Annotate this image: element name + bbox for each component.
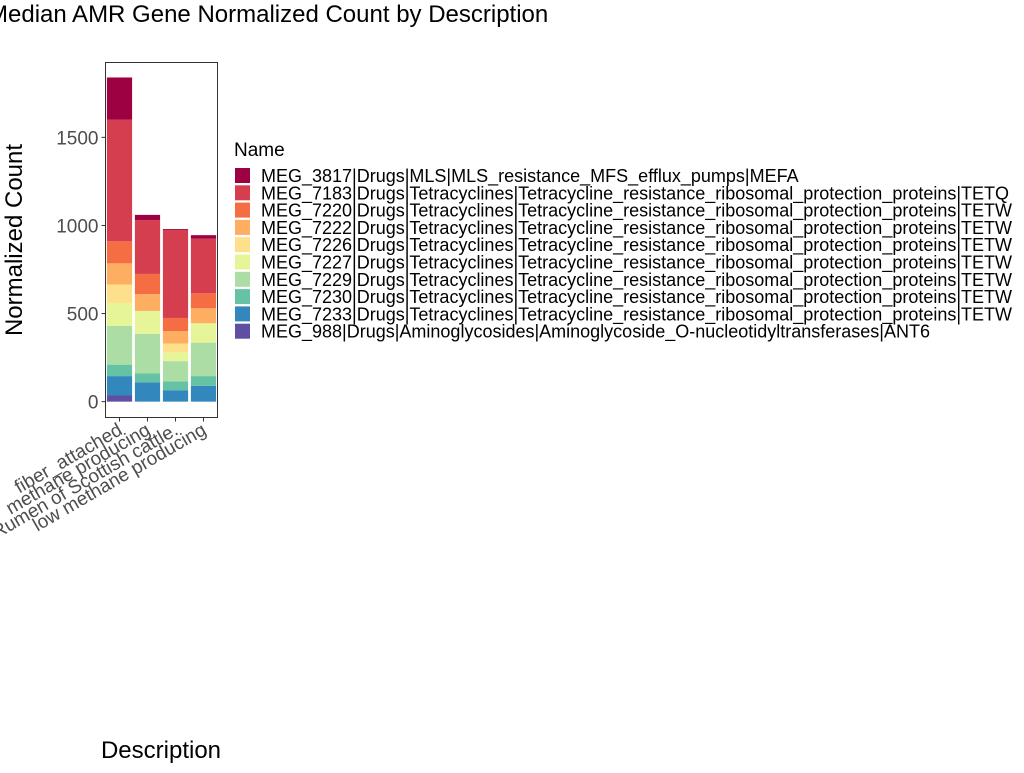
bar-segment-3-4 — [162, 361, 189, 382]
bar-segment-2-10 — [134, 214, 161, 221]
bar-segment-4-2 — [190, 385, 217, 402]
bar-segment-1-8 — [106, 241, 133, 264]
bar-segment-3-2 — [162, 390, 189, 402]
bar-segment-4-3 — [190, 376, 217, 386]
legend-swatch — [235, 254, 250, 270]
panel-border — [105, 62, 218, 418]
y-tick-label: 500 — [67, 305, 99, 326]
bar-segment-3-8 — [162, 317, 189, 332]
legend-label: MEG_7233|Drugs|Tetracyclines|Tetracyclin… — [261, 304, 1012, 325]
y-tick-label: 1000 — [56, 216, 98, 237]
bar-segment-1-4 — [106, 325, 133, 365]
legend-title: Name — [234, 140, 285, 161]
bar-segment-4-10 — [190, 235, 217, 239]
y-axis: 0 500 1000 1500 — [56, 128, 106, 414]
bar-segment-3-9 — [162, 229, 189, 318]
legend-label: MEG_7229|Drugs|Tetracyclines|Tetracyclin… — [261, 270, 1012, 291]
bar-segment-2-5 — [134, 310, 161, 334]
bar-segment-3-10 — [162, 228, 189, 230]
y-tick-label: 1500 — [56, 128, 98, 149]
bar-segment-3-3 — [162, 381, 189, 391]
y-tick-label: 0 — [88, 393, 99, 414]
plot-panel — [105, 62, 218, 418]
legend-label: MEG_7222|Drugs|Tetracyclines|Tetracyclin… — [261, 218, 1012, 239]
legend: Name MEG_3817|Drugs|MLS|MLS_resistance_M… — [234, 140, 1012, 343]
bar-segment-2-8 — [134, 273, 161, 295]
bar-segment-2-4 — [134, 333, 161, 374]
chart-title: Median AMR Gene Normalized Count by Desc… — [0, 1, 548, 28]
bar-segment-2-2 — [134, 382, 161, 402]
bar-segment-1-10 — [106, 77, 133, 120]
legend-swatch — [235, 185, 250, 201]
bar-segment-2-7 — [134, 294, 161, 311]
bar-segment-1-9 — [106, 119, 133, 242]
bar-segment-2-3 — [134, 373, 161, 383]
bar-segment-3-5 — [162, 352, 189, 362]
legend-label: MEG_7220|Drugs|Tetracyclines|Tetracyclin… — [261, 201, 1012, 222]
bar-segment-1-6 — [106, 284, 133, 303]
y-axis-label: Normalized Count — [1, 144, 28, 336]
bars — [106, 77, 217, 402]
legend-label: MEG_7226|Drugs|Tetracyclines|Tetracyclin… — [261, 235, 1012, 256]
bar-segment-1-1 — [106, 395, 133, 402]
bar-segment-4-9 — [190, 238, 217, 294]
bar-segment-3-6 — [162, 343, 189, 353]
bar-segment-3-7 — [162, 331, 189, 344]
legend-swatch — [235, 168, 250, 183]
bar-segment-2-9 — [134, 220, 161, 274]
legend-swatch — [235, 219, 250, 235]
legend-swatch — [235, 323, 250, 339]
bar-segment-4-4 — [190, 342, 217, 377]
legend-label: MEG_7230|Drugs|Tetracyclines|Tetracyclin… — [261, 287, 1012, 308]
bar-segment-4-5 — [190, 323, 217, 343]
legend-item: MEG_7220|Drugs|Tetracyclines|Tetracyclin… — [235, 201, 1012, 222]
bar-segment-1-7 — [106, 263, 133, 285]
legend-label: MEG_3817|Drugs|MLS|MLS_resistance_MFS_ef… — [261, 166, 799, 187]
legend-swatch — [235, 237, 250, 253]
legend-item: MEG_7227|Drugs|Tetracyclines|Tetracyclin… — [235, 253, 1012, 274]
legend-item: MEG_988|Drugs|Aminoglycosides|Aminoglyco… — [235, 322, 930, 343]
legend-label: MEG_988|Drugs|Aminoglycosides|Aminoglyco… — [261, 322, 930, 343]
bar-segment-1-3 — [106, 364, 133, 377]
legend-label: MEG_7227|Drugs|Tetracyclines|Tetracyclin… — [261, 253, 1012, 274]
legend-items: MEG_3817|Drugs|MLS|MLS_resistance_MFS_ef… — [235, 166, 1012, 343]
legend-label: MEG_7183|Drugs|Tetracyclines|Tetracyclin… — [261, 183, 1009, 204]
legend-item: MEG_7229|Drugs|Tetracyclines|Tetracyclin… — [235, 270, 1012, 291]
x-axis-label: Description — [101, 737, 221, 764]
legend-item: MEG_7226|Drugs|Tetracyclines|Tetracyclin… — [235, 235, 1012, 256]
legend-item: MEG_7222|Drugs|Tetracyclines|Tetracyclin… — [235, 218, 1012, 239]
legend-swatch — [235, 306, 250, 322]
legend-swatch — [235, 202, 250, 218]
legend-item: MEG_7233|Drugs|Tetracyclines|Tetracyclin… — [235, 304, 1012, 325]
legend-item: MEG_3817|Drugs|MLS|MLS_resistance_MFS_ef… — [235, 166, 799, 187]
legend-item: MEG_7183|Drugs|Tetracyclines|Tetracyclin… — [235, 183, 1009, 204]
legend-swatch — [235, 289, 250, 305]
legend-item: MEG_7230|Drugs|Tetracyclines|Tetracyclin… — [235, 287, 1012, 308]
bar-segment-1-2 — [106, 376, 133, 396]
bar-segment-1-5 — [106, 302, 133, 326]
bar-segment-4-7 — [190, 308, 217, 324]
bar-segment-4-8 — [190, 293, 217, 309]
legend-swatch — [235, 271, 250, 287]
